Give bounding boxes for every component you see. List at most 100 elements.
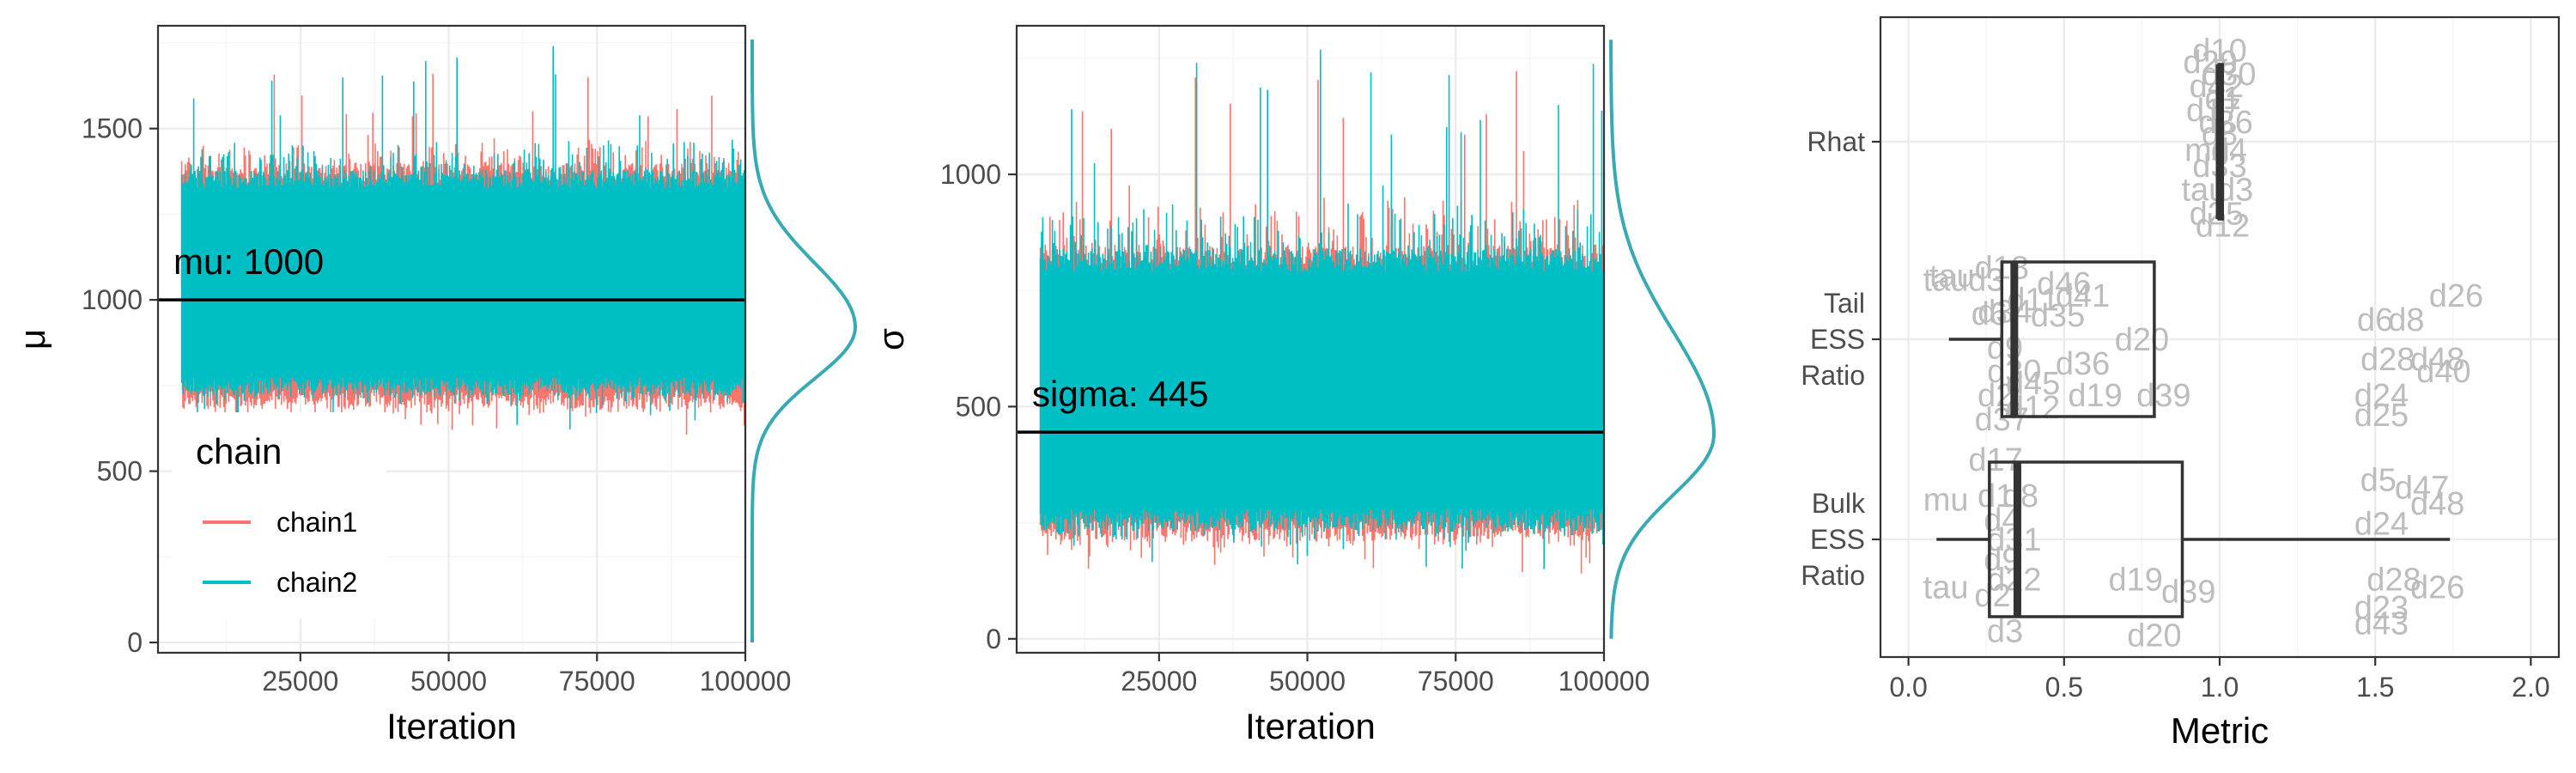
point-label: tau xyxy=(1923,262,1969,298)
point-label: d3 xyxy=(1968,262,2004,298)
point-label: d47 xyxy=(2395,471,2449,507)
x-tick-label: 1.5 xyxy=(2356,672,2394,703)
y-category-label-bulk: Ratio xyxy=(1801,560,1865,591)
mu-reference-label: mu: 1000 xyxy=(173,241,324,282)
mu-x-axis-title: Iteration xyxy=(386,706,517,746)
y-tick-label: 500 xyxy=(97,456,143,487)
point-label: d39 xyxy=(2161,574,2215,610)
point-label: d8 xyxy=(2388,302,2424,338)
y-category-label-tail: Ratio xyxy=(1801,360,1865,391)
box-rhat xyxy=(2215,63,2225,221)
diagnostics-boxplot-panel: d10d29d30d42d1d17d36d8mud4d33taud3d25d12… xyxy=(1801,15,2561,751)
point-label: d2 xyxy=(1974,578,2010,614)
trace-series-chain2 xyxy=(1039,49,1604,569)
x-tick-label: 25000 xyxy=(1121,666,1197,697)
point-label: d23 xyxy=(2354,590,2409,626)
y-category-label-rhat: Rhat xyxy=(1807,126,1865,157)
sigma-reference-label: sigma: 445 xyxy=(1032,374,1208,414)
x-tick-label: 0.5 xyxy=(2045,672,2083,703)
point-label: tau xyxy=(1929,259,1975,295)
sigma-y-axis-ticks: 0 500 1000 xyxy=(940,159,1017,654)
y-tick-label: 1500 xyxy=(82,113,143,144)
point-label: d2 xyxy=(1978,378,2014,414)
diagnostics-y-axis-ticks: Rhat Tail ESS Ratio Bulk ESS Ratio xyxy=(1801,126,1880,591)
sigma-x-axis-title: Iteration xyxy=(1245,706,1376,746)
y-category-label-tail: Tail xyxy=(1824,288,1865,319)
point-label: d20 xyxy=(2115,322,2169,358)
point-label: d28 xyxy=(2360,342,2415,378)
y-tick-label: 0 xyxy=(127,627,143,658)
legend-label-chain1: chain1 xyxy=(276,507,357,538)
y-tick-label: 500 xyxy=(956,391,1001,422)
point-label: d34 xyxy=(1978,295,2032,331)
point-label: d17 xyxy=(2186,93,2240,129)
point-label: d3 xyxy=(1987,614,2023,650)
point-label: d39 xyxy=(2136,378,2190,414)
mu-trace-series xyxy=(180,46,746,435)
x-tick-label: 1.0 xyxy=(2201,672,2239,703)
diagnostics-x-axis-ticks: 0.0 0.5 1.0 1.5 2.0 xyxy=(1889,657,2550,703)
mu-y-axis-ticks: 0 500 1000 1500 xyxy=(82,113,158,658)
chain-legend: chain chain1 chain2 xyxy=(172,412,386,618)
point-label: d48 xyxy=(2410,342,2464,378)
mu-y-axis-title: μ xyxy=(12,329,52,350)
sigma-y-axis-title: σ xyxy=(871,328,911,350)
point-label: d26 xyxy=(2410,570,2464,606)
diagnostics-boxes xyxy=(1936,63,2451,618)
point-label: d24 xyxy=(2354,506,2409,542)
mu-trace-panel-border xyxy=(156,24,747,654)
mu-marginal-density xyxy=(750,40,857,642)
x-tick-label: 75000 xyxy=(1418,666,1494,697)
point-label: d36 xyxy=(2056,346,2110,382)
x-tick-label: 100000 xyxy=(700,666,792,697)
y-tick-label: 0 xyxy=(986,624,1001,654)
point-label: d19 xyxy=(2068,378,2122,414)
density-curve xyxy=(750,40,857,642)
x-tick-label: 50000 xyxy=(410,666,487,697)
point-label: d29 xyxy=(2183,45,2237,81)
point-label: d41 xyxy=(2056,278,2110,314)
mu-x-axis-ticks: 25000 50000 75000 100000 xyxy=(262,653,791,697)
x-tick-label: 50000 xyxy=(1269,666,1346,697)
point-label: d40 xyxy=(2416,354,2470,390)
diagnostics-point-labels: d10d29d30d42d1d17d36d8mud4d33taud3d25d12… xyxy=(1923,33,2483,654)
trace-series-chain2 xyxy=(180,46,746,429)
point-label: d36 xyxy=(2199,105,2253,141)
y-category-label-bulk: ESS xyxy=(1810,524,1865,555)
point-label: d30 xyxy=(2202,57,2256,93)
point-label: d20 xyxy=(2127,618,2181,654)
box-body xyxy=(2000,260,2156,418)
sigma-x-axis-ticks: 25000 50000 75000 100000 xyxy=(1121,653,1649,697)
y-tick-label: 1000 xyxy=(940,159,1001,190)
point-label: tau xyxy=(1923,570,1969,606)
point-label: d43 xyxy=(2354,606,2409,642)
point-label: d46 xyxy=(2037,266,2091,302)
x-tick-label: 0.0 xyxy=(1889,672,1927,703)
point-label: d1 xyxy=(1978,478,2014,514)
point-label: d6 xyxy=(2357,302,2393,338)
x-tick-label: 75000 xyxy=(559,666,635,697)
point-label: d28 xyxy=(2366,562,2421,598)
point-label: mu xyxy=(1923,483,1969,519)
legend-title: chain xyxy=(196,431,282,472)
y-tick-label: 1000 xyxy=(82,284,143,315)
point-label: d48 xyxy=(2410,486,2464,522)
sigma-trace-panel: sigma: 445 25000 50000 75000 100000 0 500 100… xyxy=(871,24,1716,746)
trace-core-chain2 xyxy=(181,187,746,378)
point-label: d35 xyxy=(2031,298,2085,334)
density-curve xyxy=(1609,40,1716,639)
x-tick-label: 25000 xyxy=(262,666,338,697)
point-label: d25 xyxy=(2354,398,2409,434)
y-category-label-bulk: Bulk xyxy=(1812,488,1866,519)
box-tail xyxy=(1948,260,2156,418)
sigma-marginal-density xyxy=(1609,40,1716,639)
box-body xyxy=(1988,460,2184,618)
sigma-trace-panel-border xyxy=(1015,24,1606,654)
point-label: d24 xyxy=(2354,378,2409,414)
x-tick-label: 100000 xyxy=(1558,666,1650,697)
box-bulk xyxy=(1936,460,2451,618)
diagnostics-x-axis-title: Metric xyxy=(2171,710,2269,751)
legend-label-chain2: chain2 xyxy=(276,567,357,598)
x-tick-label: 2.0 xyxy=(2512,672,2549,703)
